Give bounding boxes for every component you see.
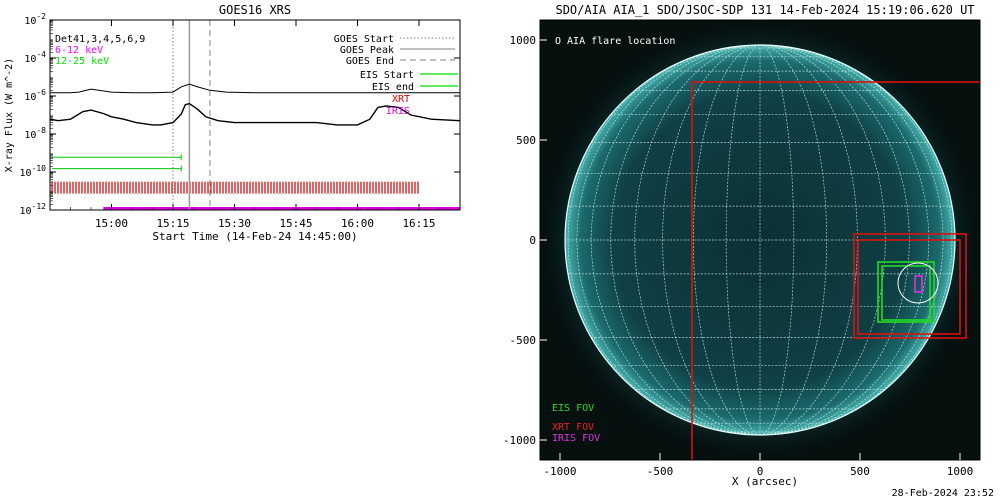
legend-label: GOES Start (334, 34, 394, 45)
longitude-gridline (759, 44, 944, 436)
x-tick-label: 15:00 (95, 217, 128, 230)
longitude-gridline (725, 44, 761, 436)
map-x-tick-label: 500 (850, 465, 870, 478)
aia-map-chart: SDO/AIA AIA_1 SDO/JSOC-SDP 131 14-Feb-20… (503, 3, 981, 488)
y-tick-label: 10-8 (24, 126, 46, 141)
longitude-gridline (759, 44, 910, 436)
legend-label: XRT (392, 94, 410, 105)
y-axis-label: X-ray Flux (W m^-2) (4, 58, 15, 172)
legend-label: GOES End (346, 56, 394, 67)
legend-label: EIS end (372, 82, 414, 93)
detector-label: Det41,3,4,5,6,9 (55, 34, 145, 45)
map-x-tick-label: -500 (647, 465, 674, 478)
fov-legend-label: EIS FOV (552, 403, 594, 414)
map-x-axis-label: X (arcsec) (732, 475, 798, 488)
series-label-12-25kev: 12-25 keV (55, 56, 109, 67)
flare-location-marker (897, 262, 939, 304)
eis-fov-box (881, 265, 931, 321)
xrt-fov-box (853, 233, 967, 339)
x-axis-label: Start Time (14-Feb-24 14:45:00) (152, 230, 357, 243)
goes-xrs-chart: GOES16 XRS 10-2 10-4 10-6 10-8 10-10 10-12 15… (4, 3, 461, 243)
longitude-gridline (692, 44, 761, 436)
map-x-tick-label: 0 (757, 465, 764, 478)
x-tick-label: 15:45 (279, 217, 312, 230)
longitude-gridline (759, 44, 828, 436)
longitude-gridline (759, 44, 795, 436)
y-tick-label: 10-4 (24, 50, 46, 65)
xrt-fov-box (691, 81, 980, 460)
map-y-tick-label: 500 (516, 134, 536, 147)
x-tick-label: 15:15 (156, 217, 189, 230)
series-label-6-12kev: 6-12 keV (55, 45, 103, 56)
iris-fov-box (914, 275, 923, 293)
longitude-gridline (610, 44, 761, 436)
y-tick-label: 10-6 (24, 88, 46, 103)
fov-legend-label: IRIS FOV (552, 433, 600, 444)
flux-curve (49, 102, 461, 126)
x-tick-label: 16:15 (402, 217, 435, 230)
map-title: SDO/AIA AIA_1 SDO/JSOC-SDP 131 14-Feb-20… (555, 3, 974, 17)
y-tick-label: 10-10 (20, 164, 47, 179)
legend-label: GOES Peak (340, 45, 394, 56)
map-y-tick-label: 0 (529, 234, 536, 247)
map-y-tick-label: -1000 (503, 434, 536, 447)
map-x-tick-label: -1000 (543, 465, 576, 478)
eis-fov-box (877, 261, 935, 323)
chart-title: GOES16 XRS (219, 3, 291, 17)
xrt-fov-box (857, 239, 961, 335)
map-y-tick-label: 1000 (510, 34, 537, 47)
fov-legend-label: XRT FOV (552, 422, 594, 433)
map-x-tick-label: 1000 (947, 465, 974, 478)
y-tick-label: 10-12 (20, 202, 47, 217)
footer-timestamp: 28-Feb-2024 23:52 (892, 488, 994, 499)
x-tick-label: 15:30 (218, 217, 251, 230)
flare-location-label: O AIA flare location (555, 36, 675, 47)
y-tick-label: 10-2 (24, 12, 46, 27)
x-tick-label: 16:00 (341, 217, 374, 230)
flux-curve (50, 83, 460, 94)
longitude-gridline (662, 44, 761, 436)
map-y-tick-label: -500 (510, 334, 537, 347)
legend-label: IRIS (386, 106, 410, 117)
longitude-gridline (576, 44, 761, 436)
legend-label: EIS Start (360, 70, 414, 81)
